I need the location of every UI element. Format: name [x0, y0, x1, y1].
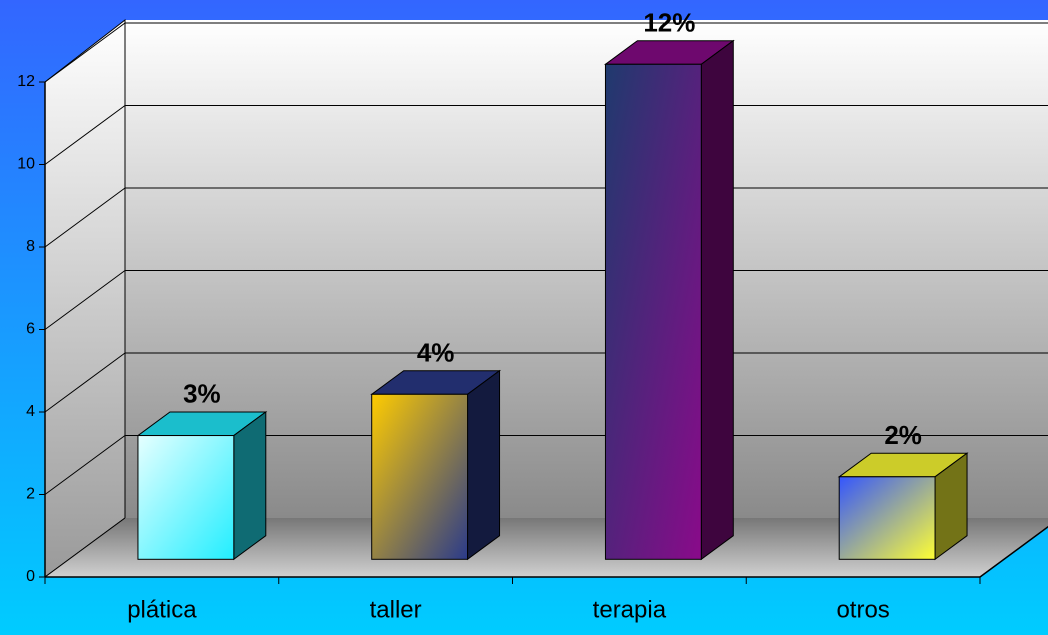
y-tick-label: 12 [17, 73, 35, 90]
x-tick-label: plática [127, 596, 197, 623]
y-tick-label: 0 [26, 568, 35, 585]
bar-front [371, 393, 469, 560]
bar [837, 452, 969, 561]
y-tick-label: 4 [26, 403, 35, 420]
side-grid-line [44, 187, 126, 248]
x-tick-label: terapia [593, 596, 667, 623]
x-axis-depth [979, 525, 1048, 578]
value-label: 4% [417, 337, 455, 367]
value-label: 12% [643, 7, 695, 37]
value-label: 3% [183, 379, 221, 409]
bar-front [838, 476, 936, 560]
y-tick-label: 2 [26, 486, 35, 503]
y-tick-label: 8 [26, 238, 35, 255]
bar-front [604, 63, 702, 560]
side-wall [44, 18, 126, 578]
side-grid-line [44, 105, 126, 165]
y-tick-label: 10 [17, 156, 35, 173]
floor [45, 518, 1048, 577]
bar-front [137, 435, 235, 560]
y-tick-label: 6 [26, 321, 35, 338]
bar-side [233, 410, 267, 561]
side-grid-line [44, 22, 126, 83]
bar [603, 39, 735, 561]
side-grid-line [44, 435, 126, 495]
side-grid-line [44, 270, 126, 330]
bar-side [700, 39, 734, 561]
side-grid-line [44, 352, 126, 413]
bar [370, 369, 502, 561]
value-label: 2% [884, 420, 922, 450]
side-grid-line [44, 517, 126, 578]
bar [136, 410, 268, 561]
x-tick-label: taller [370, 596, 422, 623]
bar-side [467, 369, 501, 561]
back-wall [125, 20, 1048, 518]
x-tick-label: otros [836, 596, 889, 623]
